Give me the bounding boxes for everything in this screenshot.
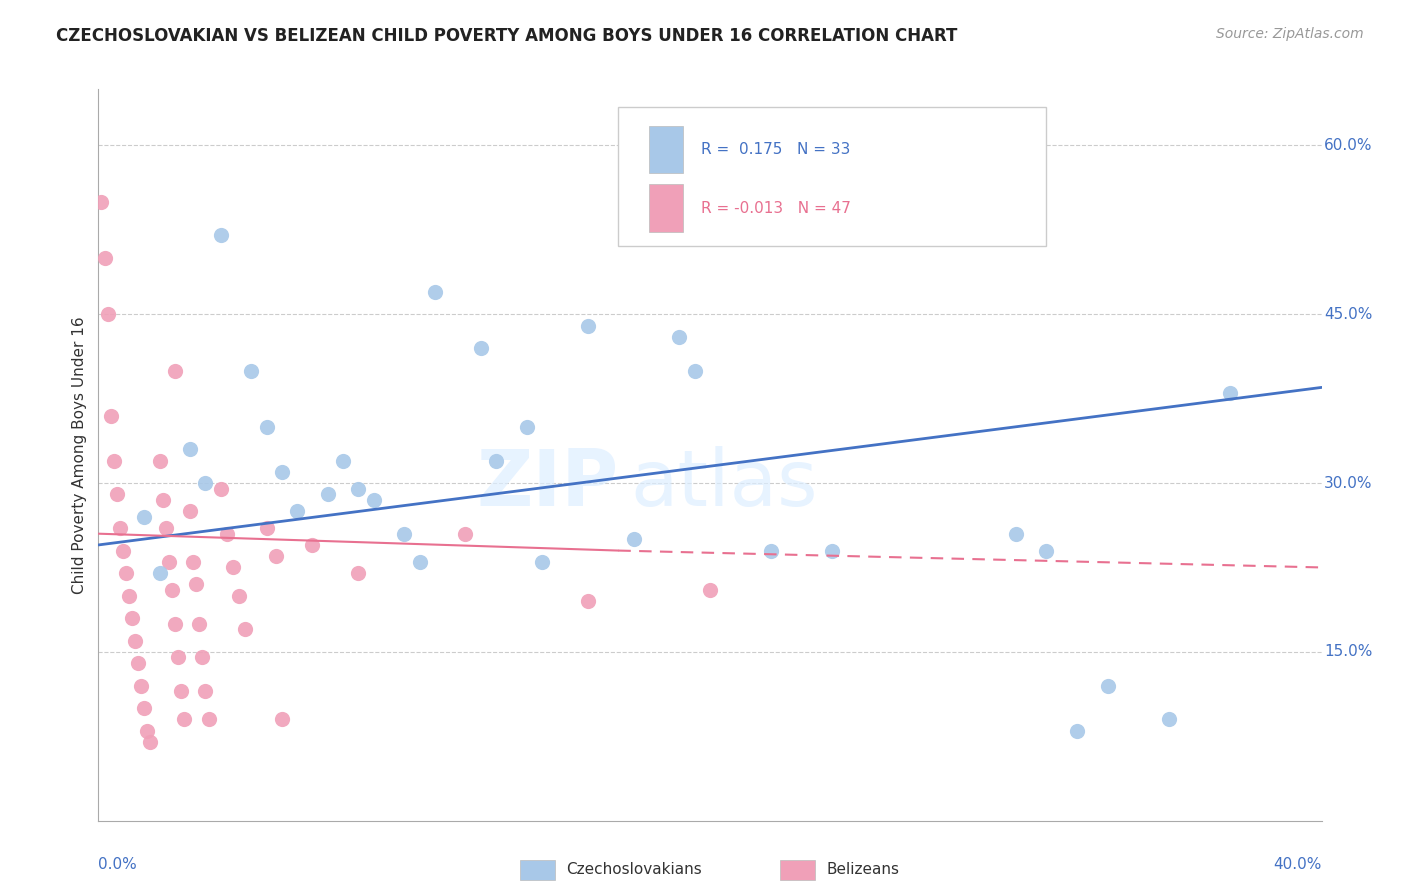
Point [699,582,721,597]
Point [139,735,162,749]
Point [270,465,294,479]
Text: Source: ZipAtlas.com: Source: ZipAtlas.com [1216,27,1364,41]
Point [347,482,370,496]
Point [301,538,323,552]
Point [1097,679,1119,693]
Point [576,318,599,333]
Point [209,482,232,496]
Point [136,723,159,738]
Point [470,341,492,355]
Point [194,684,217,698]
Point [149,453,172,467]
FancyBboxPatch shape [648,185,683,232]
Point [105,487,128,501]
Point [186,577,208,591]
Point [761,543,783,558]
Point [188,616,211,631]
Point [240,363,263,377]
Point [516,419,538,434]
Point [157,555,180,569]
Point [1066,723,1088,738]
Point [530,555,553,569]
Point [194,476,217,491]
Point [191,650,214,665]
Point [115,566,138,580]
Point [215,526,238,541]
Y-axis label: Child Poverty Among Boys Under 16: Child Poverty Among Boys Under 16 [72,316,87,594]
Point [181,555,204,569]
Point [197,712,219,726]
Point [160,582,183,597]
Point [256,521,278,535]
Point [668,330,690,344]
Point [316,487,339,501]
Point [485,453,508,467]
Point [179,442,201,457]
Text: 40.0%: 40.0% [1274,857,1322,872]
Point [1004,526,1026,541]
Point [270,712,294,726]
Point [127,656,149,670]
Point [912,194,935,209]
Point [152,492,174,507]
Point [170,684,193,698]
Point [228,589,250,603]
Point [163,616,186,631]
Point [1035,543,1057,558]
Point [363,492,385,507]
Text: R =  0.175   N = 33: R = 0.175 N = 33 [702,142,851,157]
Text: ZIP: ZIP [477,446,619,522]
Point [1219,386,1241,401]
Text: atlas: atlas [630,446,818,522]
Point [179,504,201,518]
Text: 60.0%: 60.0% [1324,138,1372,153]
Point [683,363,706,377]
Text: Belizeans: Belizeans [827,863,900,877]
Point [111,543,134,558]
Point [233,623,256,637]
Point [121,611,143,625]
FancyBboxPatch shape [619,108,1046,246]
Point [118,589,141,603]
Point [149,566,172,580]
Point [103,453,125,467]
Point [623,533,645,547]
Point [256,419,278,434]
Point [423,285,446,299]
Text: 0.0%: 0.0% [98,857,138,872]
Point [108,521,131,535]
Point [97,307,120,321]
Point [392,526,416,541]
Point [134,509,156,524]
Point [576,594,599,608]
Point [209,228,232,243]
Point [163,363,186,377]
Point [173,712,195,726]
Point [222,560,245,574]
Text: 45.0%: 45.0% [1324,307,1372,322]
Point [454,526,477,541]
Point [285,504,308,518]
Point [129,679,152,693]
Point [821,543,844,558]
Text: CZECHOSLOVAKIAN VS BELIZEAN CHILD POVERTY AMONG BOYS UNDER 16 CORRELATION CHART: CZECHOSLOVAKIAN VS BELIZEAN CHILD POVERT… [56,27,957,45]
Point [124,633,146,648]
Point [167,650,190,665]
Text: R = -0.013   N = 47: R = -0.013 N = 47 [702,201,852,216]
Point [332,453,354,467]
Point [134,701,156,715]
Point [100,409,122,423]
Point [155,521,177,535]
Point [264,549,287,564]
Point [1157,712,1180,726]
Text: 15.0%: 15.0% [1324,644,1372,659]
Text: Czechoslovakians: Czechoslovakians [567,863,703,877]
Point [408,555,430,569]
Point [90,194,112,209]
Text: 30.0%: 30.0% [1324,475,1372,491]
Point [93,251,115,265]
Point [347,566,370,580]
FancyBboxPatch shape [648,126,683,173]
